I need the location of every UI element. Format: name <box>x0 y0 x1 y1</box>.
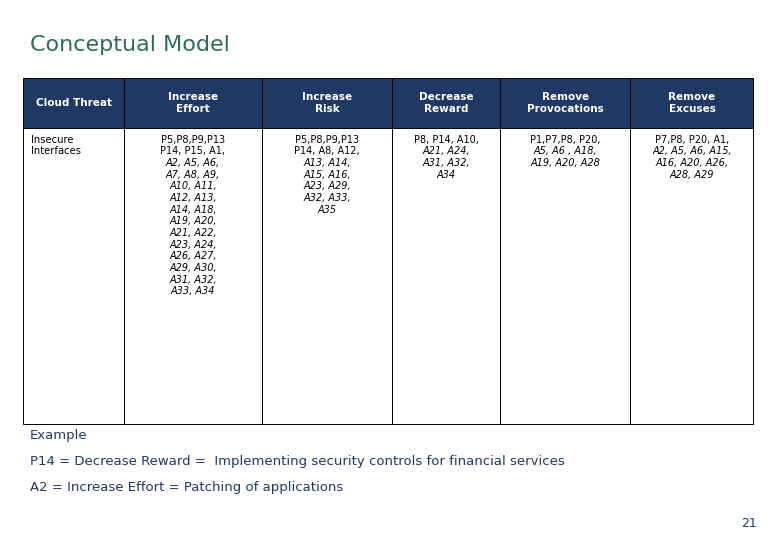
Text: A31, A32,: A31, A32, <box>169 275 217 285</box>
Text: A23, A24,: A23, A24, <box>169 240 217 249</box>
Text: A21, A22,: A21, A22, <box>169 228 217 238</box>
Bar <box>392 78 500 129</box>
Bar <box>500 129 630 424</box>
Text: Conceptual Model: Conceptual Model <box>30 35 229 55</box>
Text: A16, A20, A26,: A16, A20, A26, <box>655 158 729 168</box>
Text: A23, A29,: A23, A29, <box>303 181 351 191</box>
Text: A19, A20, A28: A19, A20, A28 <box>530 158 601 168</box>
Bar <box>23 129 124 424</box>
Text: A26, A27,: A26, A27, <box>169 251 217 261</box>
Text: Remove
Excuses: Remove Excuses <box>668 92 715 114</box>
Text: A7, A8, A9,: A7, A8, A9, <box>165 170 220 180</box>
Text: A15, A16,: A15, A16, <box>303 170 351 180</box>
Text: A2 = Increase Effort = Patching of applications: A2 = Increase Effort = Patching of appli… <box>30 481 343 494</box>
Text: P5,P8,P9,P13: P5,P8,P9,P13 <box>295 134 359 145</box>
Text: P7,P8, P20, A1,: P7,P8, P20, A1, <box>655 134 729 145</box>
Text: A34: A34 <box>437 170 456 180</box>
Text: A12, A13,: A12, A13, <box>169 193 217 203</box>
Text: Example: Example <box>30 429 87 442</box>
Text: P14 = Decrease Reward =  Implementing security controls for financial services: P14 = Decrease Reward = Implementing sec… <box>30 455 565 468</box>
Text: Increase
Effort: Increase Effort <box>168 92 218 114</box>
Text: A33, A34: A33, A34 <box>171 286 215 296</box>
Text: Insecure: Insecure <box>31 134 73 145</box>
Text: A10, A11,: A10, A11, <box>169 181 217 191</box>
Bar <box>262 78 392 129</box>
Text: P5,P8,P9,P13: P5,P8,P9,P13 <box>161 134 225 145</box>
Text: Increase
Risk: Increase Risk <box>302 92 352 114</box>
Bar <box>630 78 753 129</box>
Text: P8, P14, A10,: P8, P14, A10, <box>413 134 479 145</box>
Text: A32, A33,: A32, A33, <box>303 193 351 203</box>
Text: A14, A18,: A14, A18, <box>169 205 217 214</box>
Bar <box>500 78 630 129</box>
Text: A21, A24,: A21, A24, <box>422 146 470 156</box>
Text: A5, A6 , A18,: A5, A6 , A18, <box>534 146 597 156</box>
Text: A2, A5, A6,: A2, A5, A6, <box>165 158 220 168</box>
Text: P1,P7,P8, P20,: P1,P7,P8, P20, <box>530 134 601 145</box>
Text: Interfaces: Interfaces <box>31 146 81 156</box>
Bar <box>124 78 262 129</box>
Text: A2, A5, A6, A15,: A2, A5, A6, A15, <box>652 146 732 156</box>
Text: A31, A32,: A31, A32, <box>422 158 470 168</box>
Bar <box>630 129 753 424</box>
Text: A28, A29: A28, A29 <box>670 170 714 180</box>
Text: 21: 21 <box>741 517 757 530</box>
Text: A19, A20,: A19, A20, <box>169 217 217 226</box>
Bar <box>124 129 262 424</box>
Bar <box>262 129 392 424</box>
Bar <box>23 78 124 129</box>
Text: P14, A8, A12,: P14, A8, A12, <box>294 146 360 156</box>
Text: A35: A35 <box>317 205 336 214</box>
Text: A29, A30,: A29, A30, <box>169 263 217 273</box>
Text: P14, P15, A1,: P14, P15, A1, <box>161 146 225 156</box>
Text: Cloud Threat: Cloud Threat <box>36 98 112 109</box>
Text: Decrease
Reward: Decrease Reward <box>419 92 473 114</box>
Text: Remove
Provocations: Remove Provocations <box>527 92 604 114</box>
Bar <box>392 129 500 424</box>
Text: A13, A14,: A13, A14, <box>303 158 351 168</box>
